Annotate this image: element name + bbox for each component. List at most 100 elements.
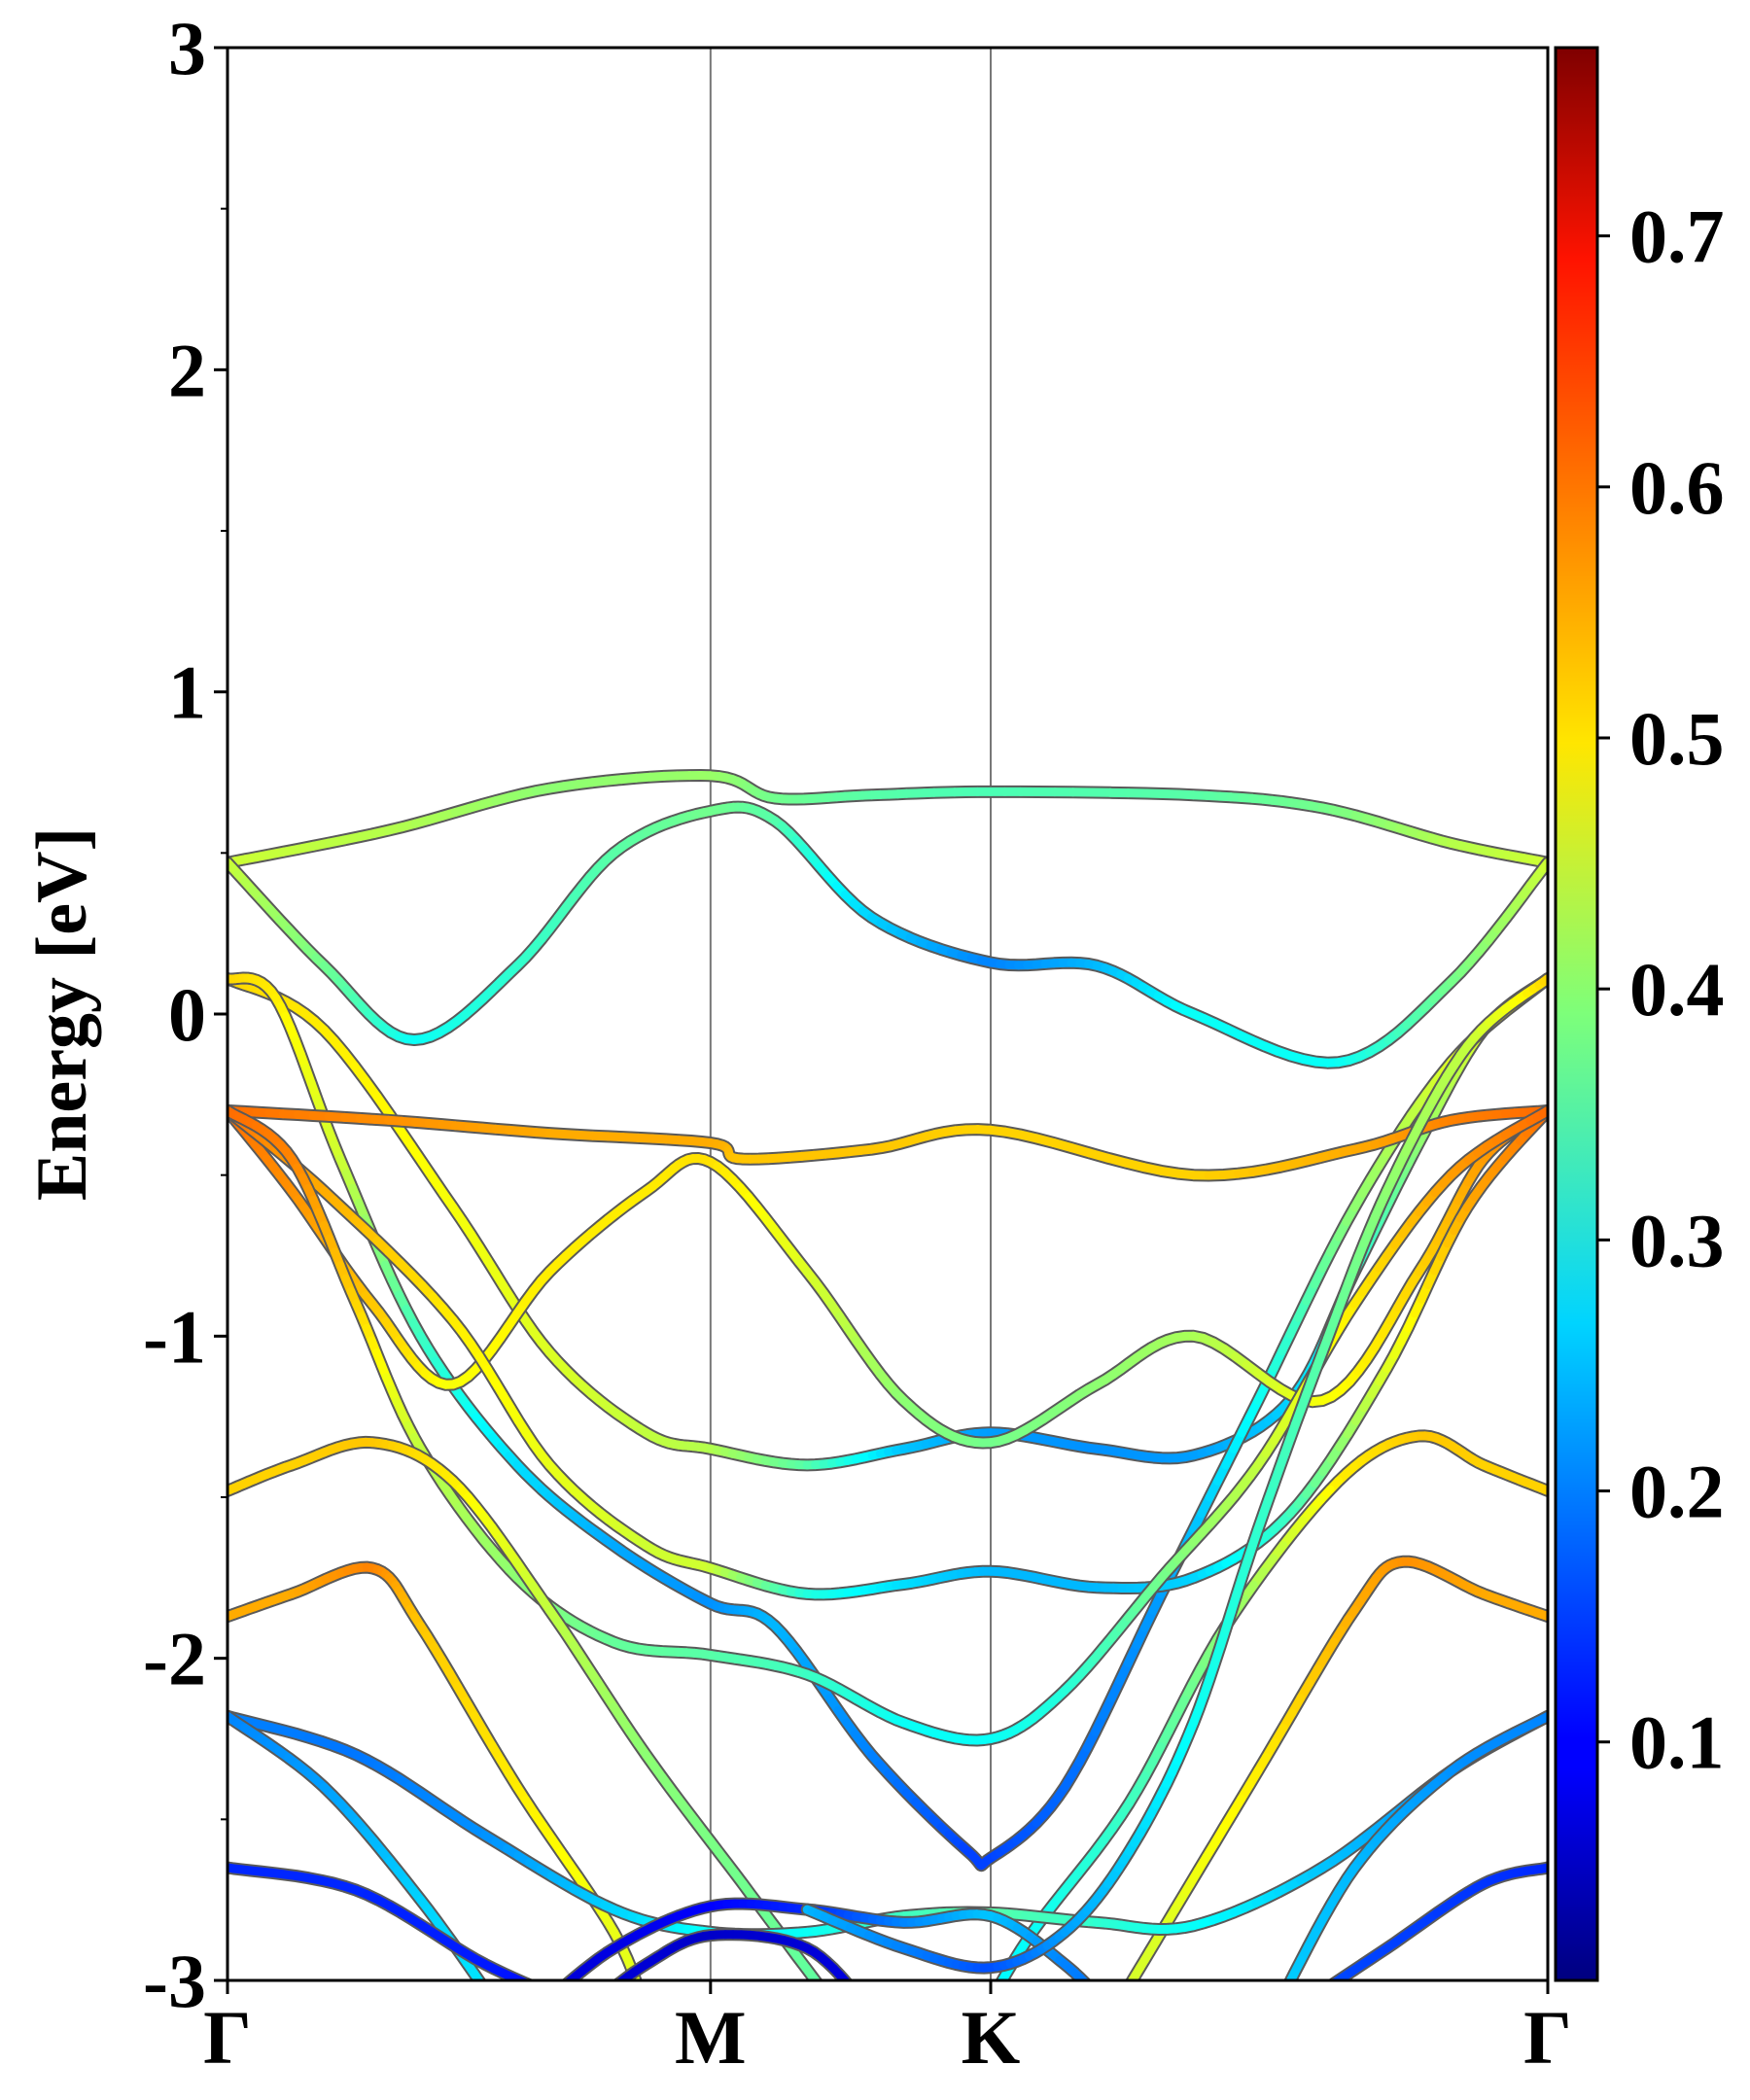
band-segment <box>642 2000 644 2005</box>
band-segment <box>487 1992 493 2000</box>
band-segment <box>1115 2005 1118 2009</box>
band-segment <box>1278 1996 1282 2006</box>
band-segment <box>534 2010 538 2012</box>
band-segment <box>1118 2000 1121 2005</box>
band-band-s <box>800 972 1548 1975</box>
band-segment <box>470 1969 485 1980</box>
band-segment <box>493 2001 498 2008</box>
band-segment <box>631 1977 641 1980</box>
colorbar-gradient <box>1554 46 1599 1982</box>
band-band-r <box>581 1928 871 2012</box>
band-segment <box>1124 1989 1128 1995</box>
y-tick-label: -1 <box>143 1294 206 1379</box>
band-segment <box>1102 2000 1105 2004</box>
band-band-d <box>228 971 1548 1872</box>
band-band-p <box>228 1861 582 2007</box>
band-segment <box>1295 2006 1301 2010</box>
band-segment <box>542 1990 550 1994</box>
band-segment <box>604 1990 610 1995</box>
y-tick-label: 1 <box>168 650 206 735</box>
band-segment <box>565 2000 572 2003</box>
band-segment <box>995 1987 998 1994</box>
colorbar-tick-label: 0.3 <box>1629 1198 1725 1282</box>
band-lines <box>228 769 1548 2013</box>
x-tick-label: Γ <box>203 1995 252 2080</box>
band-segment <box>1330 1979 1335 1980</box>
band-segment <box>1111 2011 1113 2012</box>
band-segment <box>1108 2008 1111 2011</box>
band-segment <box>519 1978 531 1980</box>
band-segment <box>593 2000 598 2004</box>
band-segment <box>558 1997 566 2000</box>
x-tick-label: K <box>962 1995 1021 2080</box>
band-segment <box>851 1988 856 1995</box>
band-outline <box>1326 1861 1548 1980</box>
band-segment <box>1282 1985 1288 1996</box>
band-segment <box>835 2007 840 2012</box>
band-segment <box>865 2005 869 2010</box>
band-segment <box>1127 1978 1136 1980</box>
band-band-t <box>1290 1861 1548 2012</box>
colorbar-tick-label: 0.7 <box>1629 194 1725 279</box>
band-segment <box>538 2006 542 2010</box>
band-outline <box>228 800 1548 1069</box>
band-outline <box>1283 1709 1548 1980</box>
y-tick-label: 3 <box>168 6 206 90</box>
band-segment <box>857 1994 861 2000</box>
band-segment <box>547 1995 553 2001</box>
band-segment <box>868 2010 871 2012</box>
band-segment <box>822 1989 829 1998</box>
x-tick-label: M <box>675 1995 747 2080</box>
band-segment <box>542 2001 548 2006</box>
band-segment <box>572 2002 578 2004</box>
band-segment <box>610 1985 615 1990</box>
band-segment <box>578 2005 582 2007</box>
band-segment <box>639 1988 641 1994</box>
band-band-a <box>228 769 1548 869</box>
band-band-j <box>228 1560 646 2012</box>
band-segment <box>1094 1991 1098 1996</box>
colorbar-tick-label: 0.4 <box>1629 947 1725 1032</box>
band-band-e <box>228 1103 1548 1182</box>
colorbar-tick-label: 0.2 <box>1629 1450 1725 1534</box>
band-band-o <box>1275 1709 1548 2012</box>
y-ticks: -3 -2 -1 0 1 2 3 <box>143 6 228 2023</box>
band-segment <box>550 1993 558 1996</box>
band-band-i <box>228 1435 840 2012</box>
colorbar-tick-label: 0.6 <box>1629 445 1725 530</box>
band-segment <box>581 2011 584 2012</box>
band-segment <box>498 2008 502 2013</box>
band-segment <box>1105 2004 1108 2008</box>
x-tick-label: Γ <box>1523 1995 1572 2080</box>
band-segment <box>589 2004 594 2008</box>
band-segment <box>641 1994 643 2000</box>
band-band-l <box>1113 1555 1548 2012</box>
colorbar-tick-label: 0.1 <box>1629 1700 1725 1785</box>
band-segment <box>860 2000 864 2005</box>
band-segment <box>554 1989 561 1995</box>
y-tick-label: -2 <box>143 1617 206 1701</box>
band-segment <box>1080 1978 1090 1980</box>
band-segment <box>1121 1995 1124 2001</box>
band-band-b <box>228 800 1548 1069</box>
band-segment <box>1308 1996 1315 2001</box>
band-outline <box>228 1435 823 1980</box>
band-segment <box>1290 2010 1295 2012</box>
band-segment <box>585 2008 589 2011</box>
band-segment <box>645 2009 646 2012</box>
band-segment <box>477 1978 484 1980</box>
band-segment <box>1315 1990 1324 1996</box>
band-outline <box>1125 1555 1548 1980</box>
y-tick-label: 0 <box>168 972 206 1057</box>
y-tick-label: -3 <box>143 1939 206 2023</box>
band-segment <box>1301 2001 1308 2006</box>
band-segment <box>1113 2009 1115 2012</box>
colorbar: 0.1 0.2 0.3 0.4 0.5 0.6 0.7 <box>1554 46 1725 1982</box>
band-segment <box>533 1986 542 1990</box>
band-segment <box>564 1978 572 1980</box>
band-segment <box>841 1977 851 1980</box>
band-segment <box>1275 2006 1278 2012</box>
y-axis-label: Energy [eV] <box>22 827 102 1201</box>
